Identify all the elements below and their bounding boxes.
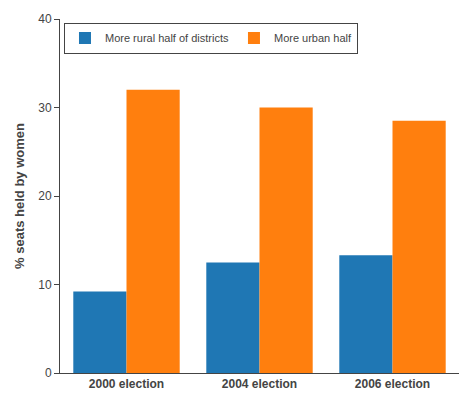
- svg-text:2006 election: 2006 election: [355, 377, 430, 391]
- svg-text:% seats held by women: % seats held by women: [12, 123, 27, 269]
- svg-text:2000 election: 2000 election: [89, 377, 164, 391]
- svg-text:30: 30: [38, 101, 52, 115]
- svg-text:20: 20: [38, 189, 52, 203]
- svg-text:More urban half: More urban half: [274, 32, 352, 44]
- svg-text:40: 40: [38, 12, 52, 26]
- svg-text:10: 10: [38, 278, 52, 292]
- svg-text:0: 0: [45, 366, 52, 380]
- svg-text:2004 election: 2004 election: [222, 377, 297, 391]
- svg-text:More rural half of districts: More rural half of districts: [105, 32, 229, 44]
